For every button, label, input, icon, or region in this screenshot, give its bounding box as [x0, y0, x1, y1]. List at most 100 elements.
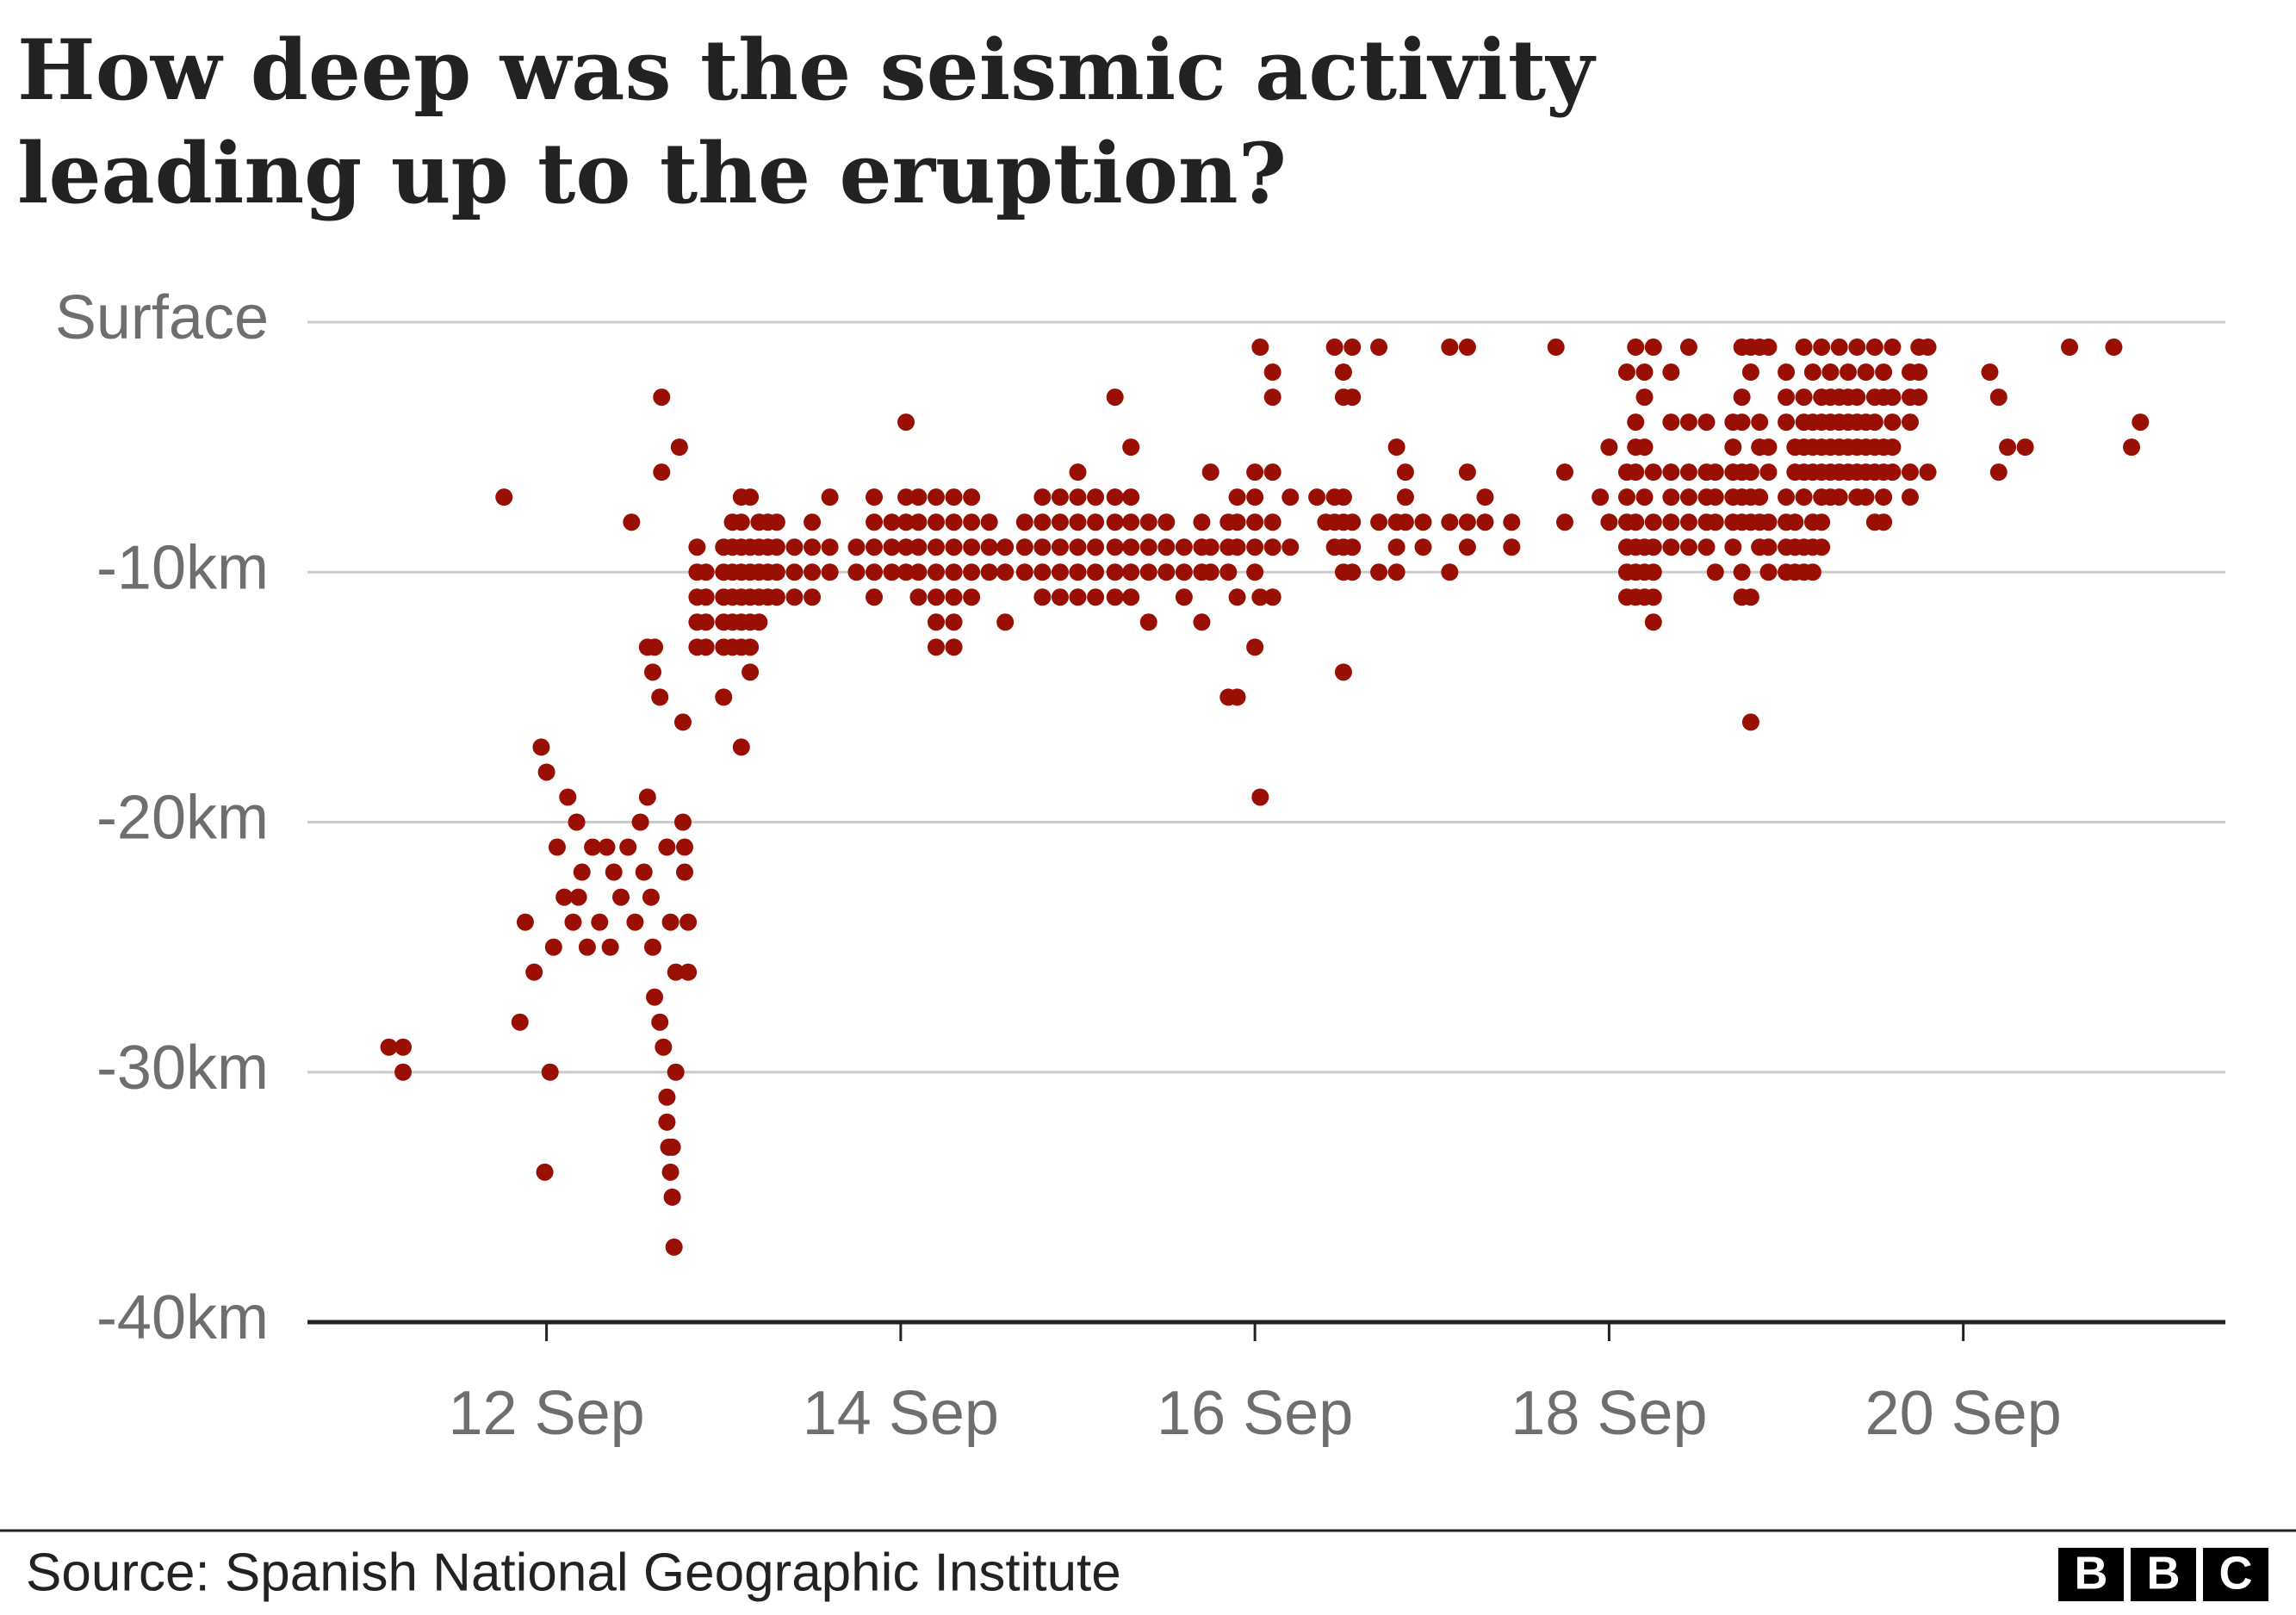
dot: [1122, 563, 1140, 581]
dot: [1635, 363, 1654, 382]
dot: [663, 1188, 681, 1206]
dot: [1617, 488, 1635, 506]
dot: [963, 563, 981, 581]
dot: [1883, 438, 1902, 457]
dot: [1458, 513, 1476, 531]
dot: [2016, 438, 2034, 457]
dot: [750, 613, 768, 631]
dot: [591, 913, 609, 931]
logo-block: [2203, 1548, 2268, 1601]
dot: [945, 538, 963, 556]
dot: [1697, 538, 1716, 556]
dot: [1503, 513, 1521, 531]
dot: [1600, 513, 1618, 531]
dot: [1733, 563, 1751, 581]
dot: [927, 638, 945, 656]
dot: [1759, 538, 1778, 556]
dot: [1724, 438, 1742, 457]
dot: [667, 963, 685, 981]
dot: [1795, 488, 1813, 506]
chart-title: How deep was the seismic activity leadin…: [17, 22, 1594, 222]
dot: [1201, 538, 1219, 556]
dot: [742, 638, 760, 656]
dot: [532, 738, 550, 756]
dot: [821, 488, 839, 506]
dot: [980, 513, 998, 531]
y-tick-label: -20km: [96, 784, 269, 853]
dot: [1503, 538, 1521, 556]
dot: [927, 513, 945, 531]
dot: [1015, 538, 1033, 556]
dot: [1662, 513, 1680, 531]
dot: [1795, 339, 1813, 357]
dot: [927, 538, 945, 556]
dot: [1989, 463, 2007, 481]
dot: [1778, 363, 1796, 382]
dot: [767, 538, 785, 556]
dot: [1813, 513, 1831, 531]
dot: [804, 588, 822, 606]
dot: [1592, 488, 1610, 506]
dot: [584, 838, 602, 856]
dot: [1106, 538, 1124, 556]
dot: [1795, 388, 1813, 407]
dot: [1033, 513, 1052, 531]
dot: [742, 663, 760, 681]
dot: [631, 813, 649, 831]
dot: [661, 1163, 679, 1181]
dot: [1627, 463, 1645, 481]
dot: [1263, 388, 1281, 407]
dot: [1263, 363, 1281, 382]
dot: [548, 838, 566, 856]
dot: [1989, 388, 2007, 407]
dot: [655, 1038, 673, 1056]
dot: [1883, 339, 1902, 357]
dot: [1901, 488, 1919, 506]
dot: [646, 638, 664, 656]
dot: [2123, 438, 2141, 457]
dot: [1706, 463, 1724, 481]
dot: [1883, 463, 1902, 481]
dot: [1883, 388, 1902, 407]
dot: [980, 538, 998, 556]
dot: [1627, 413, 1645, 432]
dot: [1246, 463, 1264, 481]
dot: [578, 938, 596, 956]
dot: [564, 913, 582, 931]
dot: [1679, 538, 1697, 556]
dot: [619, 838, 637, 856]
dot: [1139, 538, 1157, 556]
dot: [1251, 339, 1269, 357]
dot: [1396, 488, 1414, 506]
dot: [883, 563, 901, 581]
dot: [963, 513, 981, 531]
dot: [1458, 538, 1476, 556]
dot: [661, 913, 679, 931]
dot: [1228, 513, 1246, 531]
dot: [679, 913, 698, 931]
dot: [1087, 588, 1105, 606]
dot: [1263, 588, 1281, 606]
dot: [1733, 413, 1751, 432]
dot: [927, 613, 945, 631]
dot: [1662, 413, 1680, 432]
dot: [1547, 339, 1565, 357]
dot: [1644, 513, 1662, 531]
dot: [1883, 413, 1902, 432]
dot: [1263, 463, 1281, 481]
y-tick-label: -10km: [96, 533, 269, 602]
dot: [945, 563, 963, 581]
dot: [1751, 413, 1769, 432]
dot: [1033, 588, 1052, 606]
dot: [1679, 463, 1697, 481]
dot: [569, 888, 587, 906]
dot: [1343, 339, 1362, 357]
dot: [866, 563, 884, 581]
dot: [675, 863, 693, 881]
dot: [1228, 538, 1246, 556]
dot: [1875, 513, 1893, 531]
dot: [697, 588, 715, 606]
dot: [1724, 538, 1742, 556]
dot: [847, 538, 866, 556]
dot: [866, 538, 884, 556]
